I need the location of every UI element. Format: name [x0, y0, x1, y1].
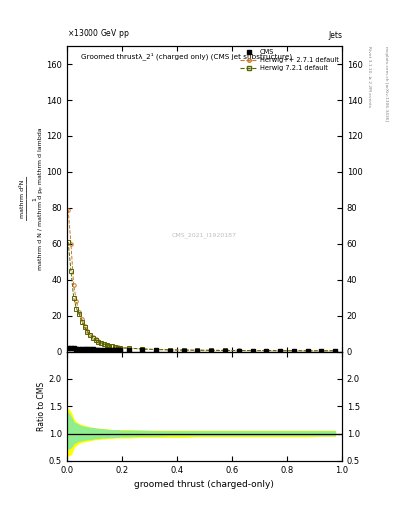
X-axis label: groomed thrust (charged-only): groomed thrust (charged-only)	[134, 480, 274, 489]
Text: mcplots.cern.ch [arXiv:1306.3436]: mcplots.cern.ch [arXiv:1306.3436]	[384, 46, 387, 121]
Y-axis label: mathrm d²N
────────────
1
mathrm d N / mathrm d pₚ mathrm d lambda: mathrm d²N ──────────── 1 mathrm d N / m…	[20, 127, 43, 270]
Text: CMS_2021_I1920187: CMS_2021_I1920187	[172, 232, 237, 239]
Text: Jets: Jets	[328, 31, 342, 40]
Text: Rivet 3.1.10, ≥ 2.2M events: Rivet 3.1.10, ≥ 2.2M events	[367, 46, 371, 107]
Text: Groomed thrustλ_2¹ (charged only) (CMS jet substructure): Groomed thrustλ_2¹ (charged only) (CMS j…	[81, 52, 292, 60]
Y-axis label: Ratio to CMS: Ratio to CMS	[37, 381, 46, 431]
Legend: CMS, Herwig++ 2.7.1 default, Herwig 7.2.1 default: CMS, Herwig++ 2.7.1 default, Herwig 7.2.…	[241, 50, 339, 71]
Text: $\times$13000 GeV pp: $\times$13000 GeV pp	[67, 27, 129, 40]
